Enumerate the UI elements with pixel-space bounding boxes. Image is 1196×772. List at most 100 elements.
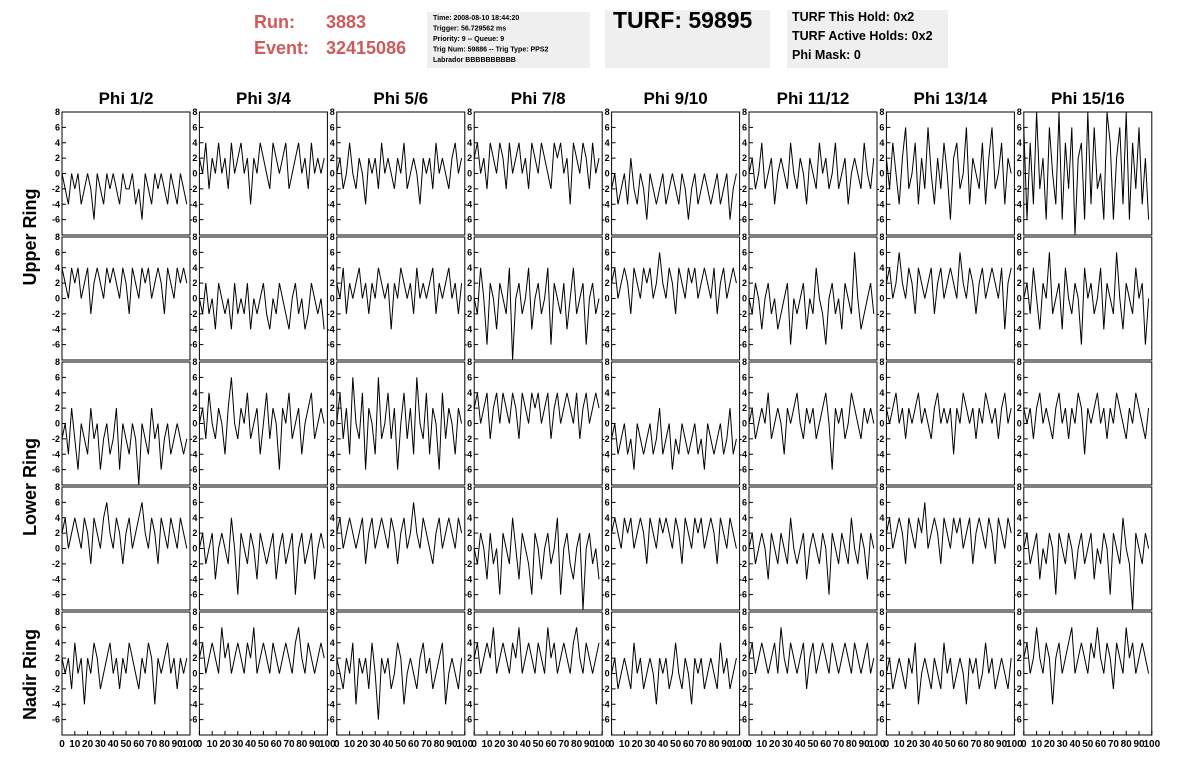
- x-tick-label: 50: [1082, 739, 1094, 750]
- x-tick-label: 100: [1143, 739, 1160, 750]
- y-tick-label: 6: [879, 122, 884, 132]
- y-tick-label: 2: [330, 278, 335, 288]
- y-tick-label: 0: [605, 419, 610, 429]
- y-tick-label: 0: [605, 169, 610, 179]
- y-tick-label: -6: [189, 340, 197, 350]
- y-tick-label: 0: [1017, 544, 1022, 554]
- y-tick-label: 2: [330, 403, 335, 413]
- x-tick-label: 50: [120, 739, 132, 750]
- waveform: [1023, 252, 1150, 345]
- waveform: [61, 502, 188, 564]
- x-tick-label: 70: [696, 739, 708, 750]
- y-tick-label: -2: [1014, 684, 1022, 694]
- x-tick-label: 20: [1044, 739, 1056, 750]
- y-tick-label: 0: [879, 169, 884, 179]
- y-tick-label: 6: [192, 247, 197, 257]
- y-tick-label: -4: [602, 199, 610, 209]
- y-tick-label: 4: [605, 638, 610, 648]
- y-tick-label: -2: [327, 309, 335, 319]
- waveform: [611, 642, 737, 705]
- y-tick-label: -6: [327, 215, 335, 225]
- y-tick-label: -6: [464, 590, 472, 600]
- panel: [198, 236, 328, 361]
- y-tick-label: -4: [739, 699, 747, 709]
- y-tick-label: 0: [879, 669, 884, 679]
- panel: [885, 611, 1015, 736]
- y-tick-label: -2: [189, 309, 197, 319]
- y-tick-label: 8: [605, 107, 610, 117]
- waveform: [336, 502, 463, 565]
- y-tick-label: 4: [879, 513, 884, 523]
- y-tick-label: 4: [55, 388, 60, 398]
- y-tick-label: -2: [189, 434, 197, 444]
- y-tick-label: -2: [876, 684, 884, 694]
- y-tick-label: -6: [52, 715, 60, 725]
- y-tick-label: 2: [192, 528, 197, 538]
- x-tick-label: 70: [421, 739, 433, 750]
- x-tick-label: 0: [197, 739, 203, 750]
- y-tick-label: 4: [467, 138, 472, 148]
- y-tick-label: 6: [192, 122, 197, 132]
- x-tick-label: 20: [494, 739, 506, 750]
- waveform: [473, 627, 600, 674]
- y-tick-label: -2: [602, 309, 610, 319]
- x-tick-label: 30: [919, 739, 931, 750]
- y-tick-label: -2: [1014, 434, 1022, 444]
- y-tick-label: 0: [467, 419, 472, 429]
- y-tick-label: 4: [742, 263, 747, 273]
- y-tick-label: -6: [327, 715, 335, 725]
- y-tick-label: 0: [192, 419, 197, 429]
- waveform: [198, 627, 325, 674]
- y-tick-label: 0: [742, 169, 747, 179]
- y-tick-label: -2: [876, 184, 884, 194]
- x-tick-label: 10: [344, 739, 356, 750]
- turf-box: [605, 10, 770, 68]
- y-tick-label: 0: [467, 669, 472, 679]
- y-tick-label: -2: [327, 434, 335, 444]
- x-tick-label: 80: [708, 739, 720, 750]
- y-tick-label: 6: [330, 497, 335, 507]
- waveform: [611, 252, 737, 314]
- y-tick-label: 2: [742, 278, 747, 288]
- y-tick-label: -2: [602, 684, 610, 694]
- y-tick-label: 6: [1017, 247, 1022, 257]
- y-tick-label: 0: [55, 169, 60, 179]
- y-tick-label: -2: [739, 309, 747, 319]
- y-tick-label: 6: [192, 497, 197, 507]
- x-tick-label: 40: [520, 739, 532, 750]
- x-tick-label: 0: [471, 739, 477, 750]
- y-tick-label: 2: [1017, 278, 1022, 288]
- y-tick-label: -4: [739, 449, 747, 459]
- y-tick-label: -4: [327, 449, 335, 459]
- y-tick-label: -4: [327, 574, 335, 584]
- y-tick-label: 6: [1017, 622, 1022, 632]
- y-tick-label: 6: [605, 622, 610, 632]
- waveform: [198, 377, 325, 470]
- y-tick-label: 2: [742, 528, 747, 538]
- y-tick-label: 2: [467, 528, 472, 538]
- x-tick-label: 80: [434, 739, 446, 750]
- x-tick-label: 50: [807, 739, 819, 750]
- y-tick-label: -6: [876, 715, 884, 725]
- y-tick-label: 4: [605, 138, 610, 148]
- x-tick-label: 10: [207, 739, 219, 750]
- y-tick-label: 0: [330, 169, 335, 179]
- y-tick-label: -2: [52, 684, 60, 694]
- x-tick-label: 60: [1095, 739, 1107, 750]
- y-tick-label: 2: [742, 153, 747, 163]
- y-tick-label: 0: [192, 544, 197, 554]
- y-tick-label: -6: [1014, 715, 1022, 725]
- y-tick-label: 8: [192, 232, 197, 242]
- y-tick-label: 4: [605, 388, 610, 398]
- y-tick-label: -6: [52, 215, 60, 225]
- y-tick-label: 0: [605, 669, 610, 679]
- y-tick-label: -4: [464, 449, 472, 459]
- x-tick-label: 0: [1021, 739, 1027, 750]
- y-tick-label: -6: [327, 340, 335, 350]
- y-tick-label: -4: [464, 699, 472, 709]
- y-tick-label: -4: [602, 324, 610, 334]
- y-tick-label: -6: [464, 215, 472, 225]
- y-tick-label: 6: [605, 122, 610, 132]
- y-tick-label: -4: [189, 699, 197, 709]
